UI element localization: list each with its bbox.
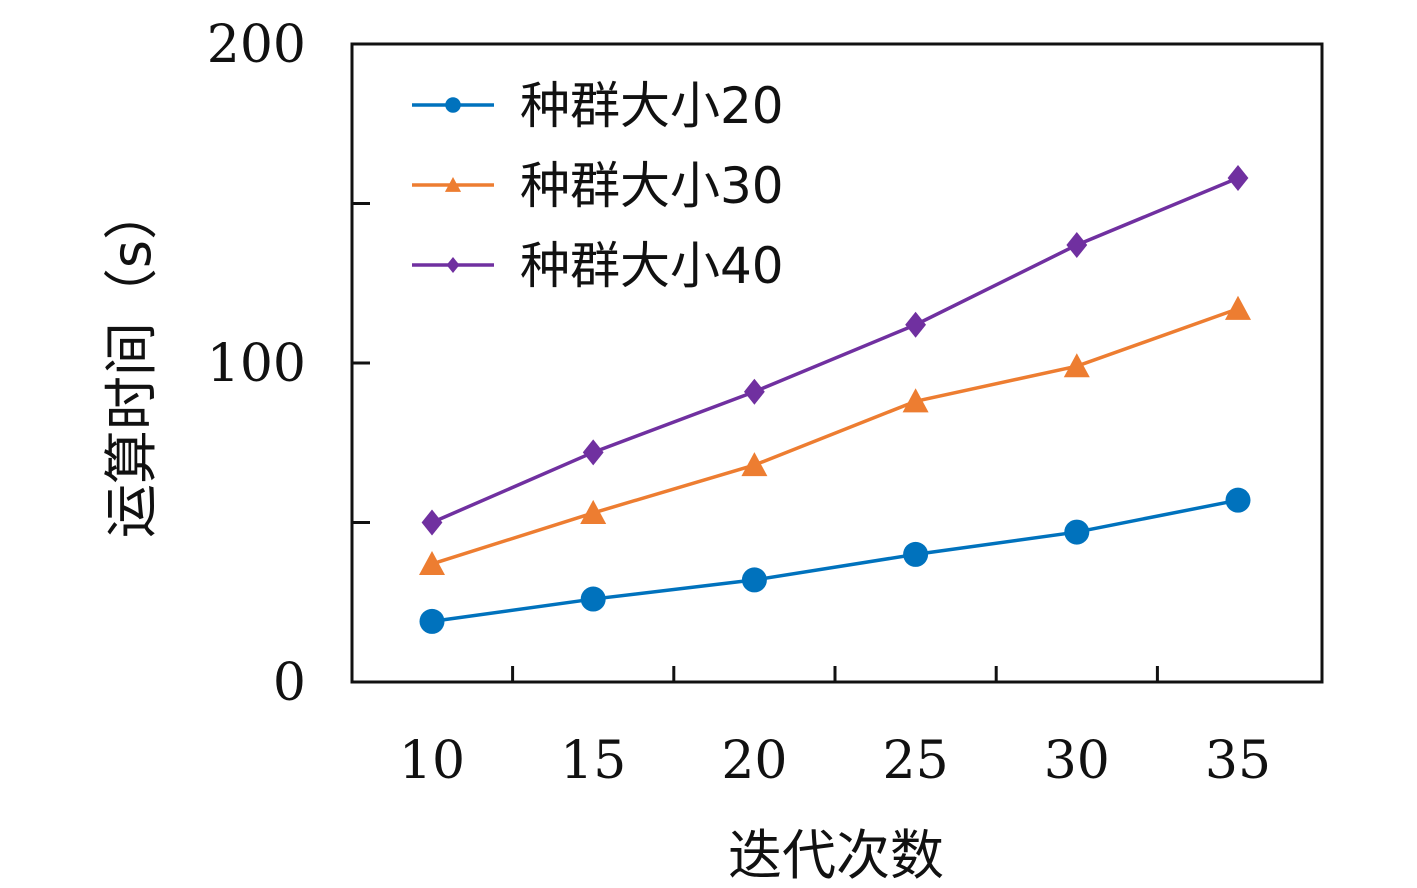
axes: 0 100 200 10 15 20 25 30 35: [207, 15, 1324, 791]
x-tick-label: 20: [721, 731, 787, 791]
data-point: [1225, 295, 1251, 320]
data-point: [744, 378, 765, 405]
series-layer: [419, 164, 1251, 634]
y-tick-label: 200: [207, 15, 306, 75]
x-tick-label: 25: [883, 731, 949, 791]
data-point: [741, 567, 767, 593]
series-line: [431, 307, 1239, 566]
y-tick-label: 100: [207, 334, 306, 394]
series-line: [431, 176, 1239, 525]
legend: 种群大小20 种群大小30 种群大小40: [412, 77, 784, 295]
data-point: [903, 541, 929, 567]
data-point: [902, 388, 929, 413]
legend-entry: 种群大小30: [412, 157, 784, 215]
plot-frame: [350, 42, 1324, 684]
data-point: [905, 311, 926, 338]
series-line: [431, 498, 1239, 624]
data-point: [582, 439, 604, 466]
x-axis-title: 迭代次数: [728, 824, 944, 887]
data-point: [741, 452, 768, 477]
data-point: [1227, 164, 1249, 191]
legend-label: 种群大小20: [520, 77, 784, 135]
legend-label: 种群大小30: [520, 157, 784, 215]
series: [419, 295, 1251, 576]
data-point: [421, 509, 443, 536]
data-point: [580, 499, 607, 524]
legend-label: 种群大小40: [520, 237, 784, 295]
legend-marker: [446, 256, 460, 274]
y-axis-title: 运算时间（s）: [100, 186, 163, 538]
data-point: [1225, 487, 1251, 513]
x-tick-label: 30: [1044, 731, 1110, 791]
x-tick-label: 10: [399, 731, 465, 791]
data-point: [1063, 353, 1090, 378]
legend-marker: [445, 97, 461, 113]
x-tick-label: 15: [560, 731, 626, 791]
legend-entry: 种群大小40: [412, 237, 784, 295]
legend-marker: [444, 176, 462, 192]
legend-entry: 种群大小20: [412, 77, 784, 135]
data-point: [1064, 519, 1090, 545]
x-tick-label: 35: [1205, 731, 1271, 791]
data-point: [419, 608, 445, 634]
data-point: [419, 550, 445, 576]
data-point: [580, 586, 606, 612]
series: [419, 487, 1251, 634]
series: [421, 164, 1249, 536]
data-point: [1066, 231, 1088, 258]
y-tick-label: 0: [273, 653, 306, 713]
